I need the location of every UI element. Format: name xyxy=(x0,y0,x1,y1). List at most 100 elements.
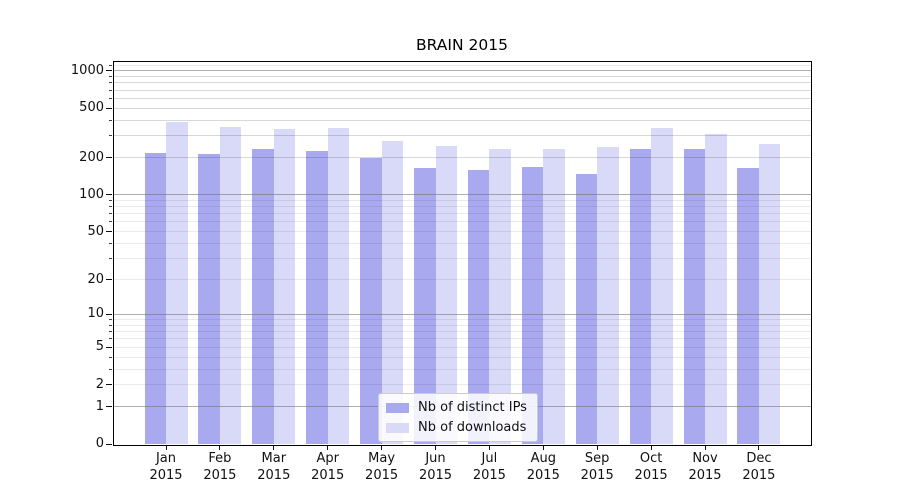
gridline-minor-400 xyxy=(113,119,811,121)
x-label-year-mar: 2015 xyxy=(257,467,291,483)
x-label-feb: Feb 2015 xyxy=(193,451,247,484)
x-label-year-nov: 2015 xyxy=(688,467,722,483)
bar-nb-of-distinct-ips-may xyxy=(360,157,382,444)
x-label-year-sep: 2015 xyxy=(580,467,614,483)
gridline-minor-800 xyxy=(113,82,811,84)
bar-nb-of-downloads-oct xyxy=(651,128,673,444)
bar-nb-of-distinct-ips-jul xyxy=(467,169,490,444)
x-label-year-may: 2015 xyxy=(365,467,399,483)
gridline-minor-600 xyxy=(113,97,811,99)
y-tick-label-20: 20 xyxy=(87,271,104,287)
bar-nb-of-distinct-ips-jun xyxy=(414,168,436,444)
gridline-minor-5 xyxy=(113,346,811,348)
x-tick-jul xyxy=(488,445,490,450)
x-label-year-feb: 2015 xyxy=(203,467,237,483)
y-tick-5 xyxy=(106,346,112,348)
y-tick-minor-600 xyxy=(109,97,112,99)
y-tick-minor-3 xyxy=(109,368,112,370)
y-tick-label-2: 2 xyxy=(95,376,104,392)
x-tick-nov xyxy=(704,445,706,450)
y-tick-minor-80 xyxy=(109,206,112,208)
y-tick-label-200: 200 xyxy=(79,149,104,165)
y-tick-minor-4 xyxy=(109,356,112,358)
x-label-jun: Jun 2015 xyxy=(409,451,463,484)
x-label-year-jan: 2015 xyxy=(149,467,183,483)
y-tick-minor-7 xyxy=(109,331,112,333)
x-label-year-aug: 2015 xyxy=(526,467,560,483)
gridline-minor-30 xyxy=(113,258,811,260)
x-label-year-dec: 2015 xyxy=(742,467,776,483)
gridline-minor-500 xyxy=(113,107,811,109)
x-label-year-jun: 2015 xyxy=(418,467,453,483)
bar-nb-of-distinct-ips-apr xyxy=(306,150,328,444)
y-tick-label-50: 50 xyxy=(87,223,104,239)
bar-nb-of-distinct-ips-jan xyxy=(144,152,166,444)
gridline-minor-900 xyxy=(113,76,811,78)
bar-nb-of-downloads-feb xyxy=(219,126,242,444)
y-tick-1000 xyxy=(106,70,112,72)
bar-nb-of-downloads-jan xyxy=(166,121,188,444)
y-tick-0 xyxy=(106,443,112,445)
x-label-nov: Nov 2015 xyxy=(678,451,732,484)
gridline-minor-300 xyxy=(113,135,811,137)
x-label-month-apr: Apr xyxy=(316,451,339,466)
legend-swatch-distinct-ips xyxy=(386,402,409,413)
gridline-minor-300 xyxy=(113,135,811,137)
y-tick-minor-900 xyxy=(109,76,112,78)
y-tick-minor-700 xyxy=(109,89,112,91)
legend-label-distinct-ips: Nb of distinct IPs xyxy=(418,400,527,415)
x-tick-feb xyxy=(219,445,221,450)
bar-nb-of-downloads-jun xyxy=(435,145,457,444)
y-tick-10 xyxy=(106,313,112,315)
y-tick-minor-90 xyxy=(109,199,112,201)
x-label-month-sep: Sep xyxy=(584,451,610,466)
gridline-minor-50 xyxy=(113,231,811,233)
gridline-minor-200 xyxy=(113,157,811,159)
y-tick-label-5: 5 xyxy=(95,339,104,355)
x-label-apr: Apr 2015 xyxy=(301,451,355,484)
y-tick-minor-300 xyxy=(109,135,112,137)
y-tick-minor-400 xyxy=(109,119,112,121)
x-tick-aug xyxy=(542,445,544,450)
gridline-minor-500 xyxy=(113,107,811,109)
gridline-major-1000 xyxy=(113,70,811,72)
y-tick-minor-1100 xyxy=(109,65,112,67)
x-label-month-oct: Oct xyxy=(639,451,663,466)
legend-label-downloads: Nb of downloads xyxy=(418,420,527,435)
gridline-minor-3 xyxy=(113,368,811,370)
x-label-year-apr: 2015 xyxy=(311,467,345,483)
gridline-minor-7 xyxy=(113,331,811,333)
y-tick-minor-70 xyxy=(109,213,112,215)
x-label-oct: Oct 2015 xyxy=(624,451,678,484)
gridline-minor-700 xyxy=(113,89,811,91)
x-label-aug: Aug 2015 xyxy=(516,451,570,484)
y-tick-50 xyxy=(106,231,112,233)
y-tick-minor-6 xyxy=(109,338,112,340)
y-tick-minor-8 xyxy=(109,324,112,326)
x-label-year-oct: 2015 xyxy=(634,467,668,483)
x-label-month-jun: Jun xyxy=(425,451,446,466)
gridline-minor-800 xyxy=(113,82,811,84)
bar-nb-of-distinct-ips-oct xyxy=(629,149,652,444)
x-label-month-jan: Jan xyxy=(155,451,177,466)
gridline-minor-80 xyxy=(113,206,811,208)
bar-nb-of-downloads-aug xyxy=(543,148,565,444)
x-tick-sep xyxy=(596,445,598,450)
x-label-month-jul: Jul xyxy=(481,451,498,466)
x-label-sep: Sep 2015 xyxy=(570,451,624,484)
y-tick-minor-30 xyxy=(109,258,112,260)
y-tick-label-1000: 1000 xyxy=(70,62,104,78)
bar-nb-of-distinct-ips-dec xyxy=(737,168,759,444)
bar-nb-of-distinct-ips-mar xyxy=(252,148,274,444)
y-tick-200 xyxy=(106,157,112,159)
x-tick-apr xyxy=(327,445,329,450)
y-tick-label-1: 1 xyxy=(95,398,104,414)
y-tick-minor-800 xyxy=(109,82,112,84)
y-tick-minor-60 xyxy=(109,221,112,223)
y-tick-label-0: 0 xyxy=(95,436,104,451)
y-tick-20 xyxy=(106,279,112,281)
y-tick-2 xyxy=(106,384,112,386)
bar-nb-of-distinct-ips-nov xyxy=(683,148,705,444)
x-label-may: May 2015 xyxy=(355,451,409,484)
x-label-month-aug: Aug xyxy=(530,451,556,466)
